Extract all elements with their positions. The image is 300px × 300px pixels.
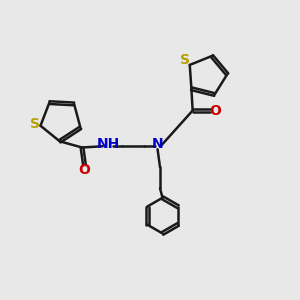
Text: N: N	[152, 137, 164, 151]
Text: O: O	[79, 163, 90, 177]
Text: NH: NH	[96, 137, 120, 151]
Text: S: S	[30, 118, 40, 131]
Text: S: S	[180, 53, 190, 68]
Text: O: O	[209, 103, 221, 118]
